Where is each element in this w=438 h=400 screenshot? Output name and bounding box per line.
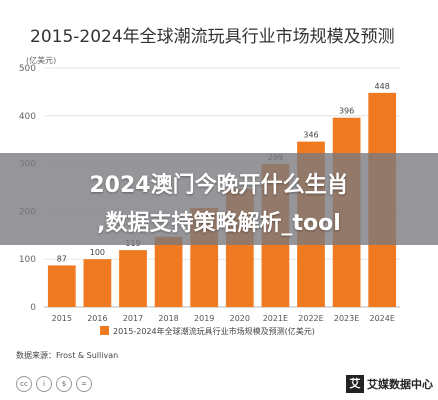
x-tick-label: 2021E [263,314,288,323]
overlay-banner: 2024澳门今晚开什么生肖 ,数据支持策略解析_tool [0,153,438,245]
y-tick-label: 100 [19,255,36,265]
x-tick-label: 2022E [298,314,323,323]
overlay-line-1: 2024澳门今晚开什么生肖 [89,173,349,198]
x-tick-label: 2016 [87,314,107,323]
bar [119,250,147,307]
data-label: 396 [339,107,354,116]
data-label: 100 [90,248,105,257]
data-label: 448 [375,82,390,91]
cc-license-icon: cc [16,376,32,392]
x-tick-label: 2020 [230,314,250,323]
logo-mark-icon: 艾 [346,374,364,393]
data-source: 数据来源：Frost & Sullivan [16,351,119,360]
brand-logo: 艾艾媒数据中心 [346,373,433,393]
by-license-icon: i [36,376,52,392]
bar [154,236,183,307]
legend-swatch [100,326,109,335]
x-tick-label: 2015 [52,314,72,323]
chart-title: 2015-2024年全球潮流玩具行业市场规模及预测 [30,27,395,47]
overlay-line-2: ,数据支持策略解析_tool [97,211,341,236]
y-tick-label: 500 [19,64,36,74]
nd-license-icon: = [76,376,92,392]
y-tick-label: 0 [30,303,36,313]
data-label: 87 [57,254,67,263]
x-tick-label: 2023E [334,314,359,323]
x-tick-label: 2018 [158,314,178,323]
x-tick-label: 2019 [194,314,214,323]
nc-license-icon: $ [56,376,72,392]
y-tick-label: 400 [19,112,36,122]
x-tick-label: 2024E [369,314,394,323]
legend-label: 2015-2024年全球潮流玩具行业市场规模及预测(亿美元) [113,326,315,336]
bar [83,259,112,307]
logo-text: 艾媒数据中心 [367,377,433,391]
x-tick-label: 2017 [123,314,143,323]
bar [47,265,76,307]
data-label: 346 [303,131,318,140]
y-axis-unit-label: (亿美元) [26,56,57,65]
